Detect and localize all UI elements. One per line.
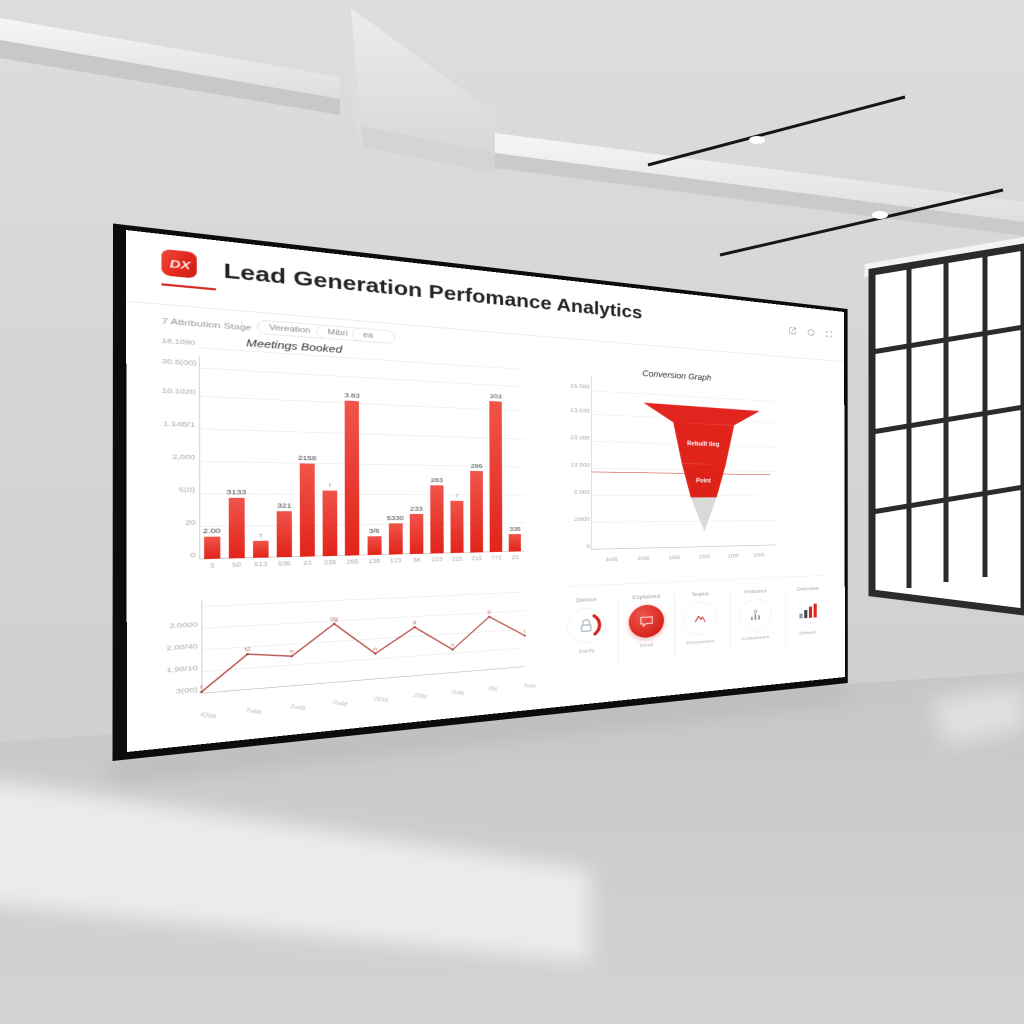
svg-text:DX: DX bbox=[170, 258, 192, 273]
